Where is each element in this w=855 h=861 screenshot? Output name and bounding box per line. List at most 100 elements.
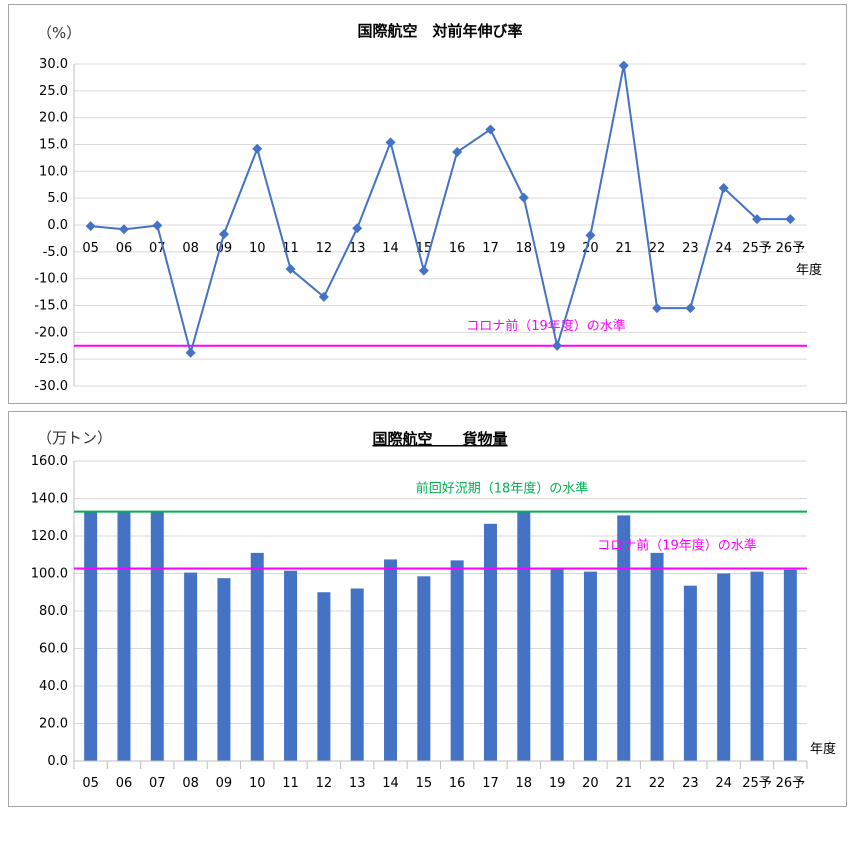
x-tick-label: 10 xyxy=(249,776,266,791)
x-tick-label: 13 xyxy=(349,241,366,256)
data-point xyxy=(452,147,463,158)
x-tick-label: 14 xyxy=(382,241,399,256)
x-tick-label: 13 xyxy=(349,776,366,791)
reference-line-label: コロナ前（19年度）の水準 xyxy=(466,318,626,334)
data-point xyxy=(685,303,696,314)
bar xyxy=(184,572,198,761)
y-tick-label: 100.0 xyxy=(31,567,68,582)
y-tick-label: -30.0 xyxy=(34,379,68,394)
reference-line-label: コロナ前（19年度）の水準 xyxy=(597,537,757,553)
y-tick-label: -25.0 xyxy=(34,352,68,367)
y-unit-label: （%） xyxy=(37,24,81,42)
bar xyxy=(284,570,298,761)
y-tick-label: 0.0 xyxy=(47,218,68,233)
y-tick-label: 30.0 xyxy=(39,57,68,72)
x-tick-label: 26予 xyxy=(776,241,806,256)
x-tick-label: 16 xyxy=(449,776,466,791)
data-point xyxy=(218,229,229,240)
bar xyxy=(750,571,764,761)
bar xyxy=(150,511,164,761)
x-tick-label: 18 xyxy=(516,776,533,791)
bar xyxy=(84,511,98,761)
chart-title: 国際航空 貨物量 xyxy=(372,430,507,448)
cargo-volume-chart-panel: 国際航空 貨物量 （万トン） 年度 160.0 140.0 120.0 100.0 80… xyxy=(8,411,847,807)
y-tick-label: -5.0 xyxy=(43,245,68,260)
x-tick-label: 06 xyxy=(116,241,133,256)
bar xyxy=(450,560,464,761)
x-tick-label: 10 xyxy=(249,241,266,256)
y-tick-label: 80.0 xyxy=(39,604,68,619)
bar xyxy=(583,571,597,761)
x-tick-label: 22 xyxy=(649,241,666,256)
data-point xyxy=(385,137,396,148)
x-tick-label: 23 xyxy=(682,776,699,791)
data-point xyxy=(752,214,763,225)
x-tick-label: 08 xyxy=(182,776,199,791)
y-tick-label: 5.0 xyxy=(47,191,68,206)
y-tick-label: 25.0 xyxy=(39,84,68,99)
data-point xyxy=(118,224,129,235)
y-tick-label: -15.0 xyxy=(34,299,68,314)
x-tick-label: 17 xyxy=(482,241,499,256)
data-point xyxy=(718,182,729,193)
y-tick-label: 10.0 xyxy=(39,164,68,179)
x-tick-label: 07 xyxy=(149,776,166,791)
y-tick-label: 160.0 xyxy=(31,454,68,469)
x-tick-label: 25予 xyxy=(742,241,772,256)
bar xyxy=(550,568,564,761)
x-tick-label: 14 xyxy=(382,776,399,791)
bar xyxy=(350,588,364,761)
data-point xyxy=(485,124,496,135)
data-point xyxy=(618,60,629,71)
x-tick-label: 18 xyxy=(516,241,533,256)
chart-title: 国際航空 対前年伸び率 xyxy=(357,22,522,40)
x-tick-label: 05 xyxy=(82,241,99,256)
x-unit-label: 年度 xyxy=(796,262,822,278)
data-point xyxy=(85,221,96,232)
x-tick-label: 25予 xyxy=(742,776,772,791)
x-tick-label: 21 xyxy=(615,241,632,256)
y-tick-label: -10.0 xyxy=(34,272,68,287)
y-unit-label: （万トン） xyxy=(37,429,112,447)
bar xyxy=(317,592,331,761)
bar xyxy=(117,511,131,761)
x-tick-label: 09 xyxy=(216,776,233,791)
x-tick-label: 06 xyxy=(116,776,133,791)
x-tick-label: 20 xyxy=(582,776,599,791)
y-tick-label: -20.0 xyxy=(34,325,68,340)
data-point xyxy=(585,230,596,241)
data-point xyxy=(318,291,329,302)
x-unit-label: 年度 xyxy=(810,741,836,757)
y-tick-label: 0.0 xyxy=(47,754,68,769)
x-tick-label: 05 xyxy=(82,776,99,791)
x-tick-label: 19 xyxy=(549,241,566,256)
bar xyxy=(483,523,497,761)
x-tick-label: 21 xyxy=(615,776,632,791)
growth-rate-chart-panel: 国際航空 対前年伸び率 （%） 年度 30.0 25.0 20.0 15.0 10.0 5… xyxy=(8,4,847,404)
x-tick-label: 17 xyxy=(482,776,499,791)
data-point xyxy=(285,264,296,275)
bar xyxy=(517,511,531,761)
data-point xyxy=(352,223,363,234)
x-tick-label: 22 xyxy=(649,776,666,791)
cargo-volume-chart: 国際航空 貨物量 （万トン） 年度 160.0140.0120.0100.080… xyxy=(31,429,836,791)
bar xyxy=(617,515,631,761)
y-tick-label: 140.0 xyxy=(31,492,68,507)
growth-rate-chart: 国際航空 対前年伸び率 （%） 年度 30.0 25.0 20.0 15.0 10.0 5… xyxy=(34,22,822,394)
series-line xyxy=(90,65,791,357)
reference-line-label: 前回好況期（18年度）の水準 xyxy=(416,481,589,497)
bar xyxy=(783,569,797,761)
x-tick-label: 23 xyxy=(682,241,699,256)
data-point xyxy=(152,220,163,231)
y-tick-label: 60.0 xyxy=(39,642,68,657)
bar xyxy=(250,552,264,761)
x-tick-label: 12 xyxy=(316,241,333,256)
x-tick-label: 16 xyxy=(449,241,466,256)
data-point xyxy=(552,340,563,351)
data-point xyxy=(252,143,263,154)
y-tick-label: 20.0 xyxy=(39,111,68,126)
data-point xyxy=(418,265,429,276)
x-tick-label: 08 xyxy=(182,241,199,256)
bar xyxy=(384,559,398,761)
data-point xyxy=(652,303,663,314)
